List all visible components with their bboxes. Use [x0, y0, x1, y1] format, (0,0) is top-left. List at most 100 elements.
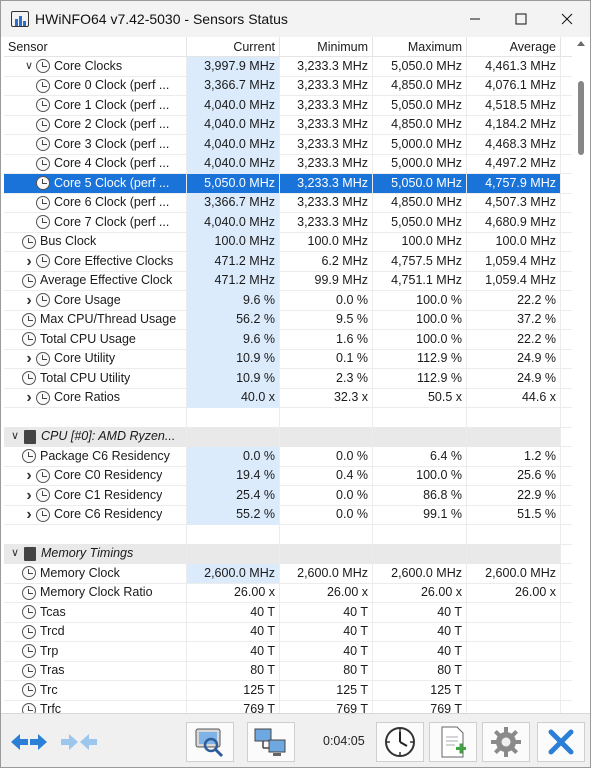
- chevron-right-icon[interactable]: ›: [26, 486, 32, 504]
- table-row[interactable]: › Core Utility 10.9 % 0.1 % 112.9 % 24.9 %: [4, 349, 572, 369]
- average-value: [467, 622, 561, 642]
- logging-button[interactable]: [429, 722, 477, 762]
- chevron-right-icon[interactable]: ›: [26, 350, 32, 367]
- average-value: 22.2 %: [467, 329, 561, 349]
- column-header-average[interactable]: Average: [467, 37, 561, 57]
- average-value: 4,518.5 MHz: [467, 95, 561, 115]
- maximum-value: 40 T: [373, 641, 467, 661]
- current-value: 26.00 x: [187, 583, 280, 603]
- current-value: 19.4 %: [187, 466, 280, 486]
- clock-icon: [22, 663, 36, 678]
- table-row[interactable]: Core 4 Clock (perf ... 4,040.0 MHz 3,233.3…: [4, 154, 572, 174]
- column-header-sensor[interactable]: Sensor: [4, 37, 187, 57]
- chevron-down-icon[interactable]: ∨: [10, 430, 20, 442]
- table-row[interactable]: Memory Clock 2,600.0 MHz 2,600.0 MHz 2,600.…: [4, 563, 572, 584]
- sensor-label: Core C1 Residency: [54, 487, 163, 502]
- table-row[interactable]: Core 5 Clock (perf ... 5,050.0 MHz 3,233.3…: [4, 173, 572, 194]
- current-value: 4,040.0 MHz: [187, 134, 280, 154]
- chevron-right-icon[interactable]: ›: [26, 467, 32, 484]
- maximum-value: [373, 407, 467, 427]
- average-value: [467, 407, 561, 427]
- table-row[interactable]: Tras 80 T 80 T 80 T: [4, 661, 572, 681]
- table-row[interactable]: Average Effective Clock 471.2 MHz 99.9 MHz…: [4, 271, 572, 291]
- network-button[interactable]: [247, 722, 295, 762]
- table-row[interactable]: Bus Clock 100.0 MHz 100.0 MHz 100.0 MHz 100.…: [4, 232, 572, 252]
- table-row[interactable]: Total CPU Usage 9.6 % 1.6 % 100.0 % 22.2 %: [4, 329, 572, 350]
- chevron-down-icon[interactable]: ∨: [24, 59, 34, 72]
- table-row[interactable]: Trp 40 T 40 T 40 T: [4, 641, 572, 662]
- clock-icon: [36, 98, 50, 113]
- sensor-name-cell: [4, 407, 187, 427]
- clock-icon: [36, 293, 50, 308]
- chevron-down-icon[interactable]: ∨: [10, 547, 20, 559]
- table-row[interactable]: › Core Effective Clocks 471.2 MHz 6.2 MHz 4,…: [4, 251, 572, 272]
- minimum-value: [280, 544, 373, 564]
- average-value: 4,497.2 MHz: [467, 154, 561, 174]
- section-row[interactable]: ∨ CPU [#0]: AMD Ryzen...: [4, 427, 572, 447]
- minimize-button[interactable]: [452, 1, 498, 37]
- minimum-value: 3,233.3 MHz: [280, 76, 373, 96]
- table-row[interactable]: › Core Ratios 40.0 x 32.3 x 50.5 x 44.6 x: [4, 388, 572, 408]
- minimum-value: [280, 407, 373, 427]
- table-row[interactable]: Core 6 Clock (perf ... 3,366.7 MHz 3,233.3…: [4, 193, 572, 213]
- monitor-button[interactable]: [186, 722, 234, 762]
- column-header-minimum[interactable]: Minimum: [280, 37, 373, 57]
- minimum-value: 6.2 MHz: [280, 251, 373, 271]
- current-value: 40 T: [187, 602, 280, 622]
- close-x-icon: [548, 729, 574, 755]
- maximum-value: 40 T: [373, 622, 467, 642]
- chevron-right-icon[interactable]: ›: [26, 252, 32, 270]
- table-row[interactable]: Trfc 769 T 769 T 769 T: [4, 700, 572, 713]
- chevron-right-icon[interactable]: ›: [26, 291, 32, 309]
- minimize-icon: [470, 18, 480, 20]
- table-row[interactable]: ∨ Core Clocks 3,997.9 MHz 3,233.3 MHz 5,050.…: [4, 56, 572, 77]
- minimum-value: 40 T: [280, 622, 373, 642]
- table-row[interactable]: › Core Usage 9.6 % 0.0 % 100.0 % 22.2 %: [4, 290, 572, 311]
- minimum-value: 26.00 x: [280, 583, 373, 603]
- maximum-value: 5,050.0 MHz: [373, 95, 467, 115]
- table-row[interactable]: Core 3 Clock (perf ... 4,040.0 MHz 3,233.3…: [4, 134, 572, 155]
- close-button[interactable]: [537, 722, 585, 762]
- close-window-button[interactable]: [544, 1, 590, 37]
- column-header-current[interactable]: Current: [187, 37, 280, 57]
- maximum-value: 4,850.0 MHz: [373, 76, 467, 96]
- reset-layout-button[interactable]: [55, 722, 103, 762]
- scroll-up-icon[interactable]: [577, 41, 585, 46]
- scroll-thumb[interactable]: [578, 81, 584, 155]
- clock-icon: [22, 683, 36, 698]
- maximum-value: 86.8 %: [373, 485, 467, 505]
- sensor-label: Trcd: [40, 624, 65, 638]
- table-row[interactable]: Core 7 Clock (perf ... 4,040.0 MHz 3,233.3…: [4, 212, 572, 233]
- minimum-value: 125 T: [280, 680, 373, 700]
- section-row[interactable]: ∨ Memory Timings: [4, 544, 572, 564]
- table-row[interactable]: Core 2 Clock (perf ... 4,040.0 MHz 3,233.3…: [4, 115, 572, 135]
- title-bar[interactable]: HWiNFO64 v7.42-5030 - Sensors Status: [1, 1, 590, 37]
- vertical-scrollbar[interactable]: [572, 37, 590, 713]
- average-value: 4,680.9 MHz: [467, 212, 561, 232]
- column-header-maximum[interactable]: Maximum: [373, 37, 467, 57]
- settings-button[interactable]: [482, 722, 530, 762]
- clock-icon: [36, 507, 50, 522]
- table-row[interactable]: Tcas 40 T 40 T 40 T: [4, 602, 572, 623]
- table-row[interactable]: › Core C6 Residency 55.2 % 0.0 % 99.1 % 51.5 …: [4, 505, 572, 525]
- current-value: 0.0 %: [187, 446, 280, 466]
- chevron-right-icon[interactable]: ›: [26, 506, 32, 523]
- current-value: 40 T: [187, 641, 280, 661]
- table-row[interactable]: › Core C0 Residency 19.4 % 0.4 % 100.0 % 25.6…: [4, 466, 572, 486]
- minimum-value: 40 T: [280, 641, 373, 661]
- table-row[interactable]: Core 0 Clock (perf ... 3,366.7 MHz 3,233.3…: [4, 76, 572, 96]
- maximize-button[interactable]: [498, 1, 544, 37]
- reset-timer-button[interactable]: [376, 722, 424, 762]
- sensor-name-cell: ∨ Memory Timings: [4, 544, 187, 564]
- table-row[interactable]: Trc 125 T 125 T 125 T: [4, 680, 572, 701]
- table-row[interactable]: Total CPU Utility 10.9 % 2.3 % 112.9 % 24.9 …: [4, 368, 572, 389]
- table-row[interactable]: Max CPU/Thread Usage 56.2 % 9.5 % 100.0 % 37…: [4, 310, 572, 330]
- table-row[interactable]: › Core C1 Residency 25.4 % 0.0 % 86.8 % 22.9 …: [4, 485, 572, 506]
- collapse-expand-button[interactable]: [5, 722, 53, 762]
- clock-icon: [36, 195, 50, 210]
- table-row[interactable]: Trcd 40 T 40 T 40 T: [4, 622, 572, 642]
- table-row[interactable]: Package C6 Residency 0.0 % 0.0 % 6.4 % 1.2 %: [4, 446, 572, 467]
- table-row[interactable]: Core 1 Clock (perf ... 4,040.0 MHz 3,233.3…: [4, 95, 572, 116]
- chevron-right-icon[interactable]: ›: [26, 389, 32, 406]
